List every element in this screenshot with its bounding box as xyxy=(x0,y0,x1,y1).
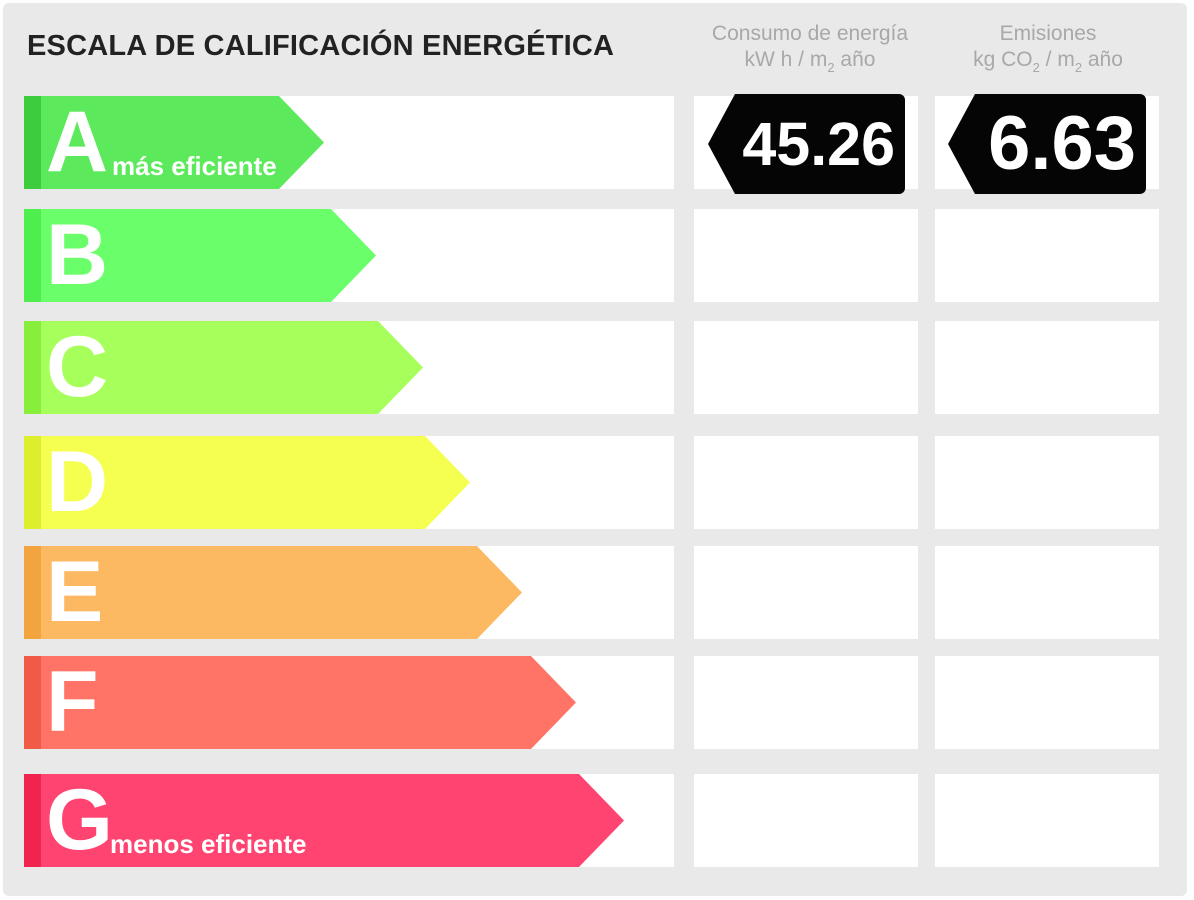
emisiones-header-unit: kg CO2 / m2 año xyxy=(973,48,1123,75)
rating-sublabel: más eficiente xyxy=(112,151,277,181)
rating-arrow-b: B xyxy=(24,209,376,302)
emisiones-value-badge: 6.63 xyxy=(948,94,1146,194)
emisiones-cell xyxy=(935,656,1159,749)
page-title: ESCALA DE CALIFICACIÓN ENERGÉTICA xyxy=(27,30,615,62)
rating-letter: G xyxy=(46,772,113,868)
rating-arrow-edge xyxy=(24,774,41,867)
consumo-cell xyxy=(694,209,918,302)
rating-letter: A xyxy=(46,94,109,190)
consumo-header-unit: kW h / m2 año xyxy=(744,48,876,75)
rating-arrow-edge xyxy=(24,209,41,302)
rating-arrow-c: C xyxy=(24,321,423,414)
consumo-cell xyxy=(694,774,918,867)
consumo-cell xyxy=(694,546,918,639)
rating-arrow-f: F xyxy=(24,656,576,749)
consumo-value-badge: 45.26 xyxy=(708,94,905,194)
emisiones-header-title: Emisiones xyxy=(999,22,1097,45)
rating-arrow-edge xyxy=(24,546,41,639)
consumo-header-title: Consumo de energía xyxy=(711,22,909,45)
rating-letter: C xyxy=(46,319,109,415)
rating-letter: B xyxy=(46,207,109,303)
rating-letter: F xyxy=(46,654,99,750)
rating-arrow-edge xyxy=(24,656,41,749)
emisiones-column-header: Emisiones kg CO2 / m2 año xyxy=(928,21,1168,75)
emisiones-cell xyxy=(935,209,1159,302)
rating-letter: E xyxy=(46,544,104,640)
consumo-column-header: Consumo de energía kW h / m2 año xyxy=(690,21,930,75)
rating-sublabel: menos eficiente xyxy=(110,829,307,859)
consumo-cell xyxy=(694,656,918,749)
rating-arrow-d: D xyxy=(24,436,470,529)
consumo-cell xyxy=(694,321,918,414)
emisiones-cell xyxy=(935,546,1159,639)
rating-arrow-edge xyxy=(24,96,41,189)
emisiones-cell xyxy=(935,321,1159,414)
rating-arrow-edge xyxy=(24,436,41,529)
rating-arrow-edge xyxy=(24,321,41,414)
rating-letter: D xyxy=(46,434,109,530)
consumo-cell xyxy=(694,436,918,529)
emisiones-cell xyxy=(935,436,1159,529)
rating-arrow-e: E xyxy=(24,546,522,639)
emisiones-cell xyxy=(935,774,1159,867)
